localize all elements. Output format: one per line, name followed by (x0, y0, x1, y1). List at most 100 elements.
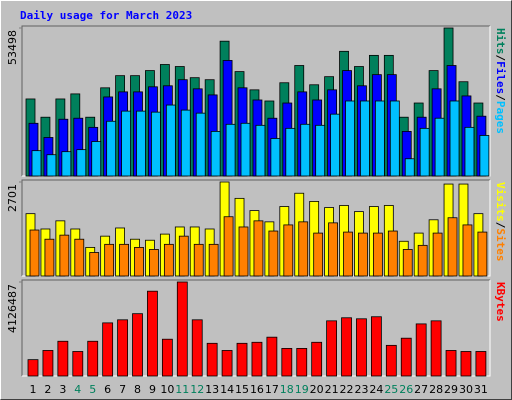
bar (165, 104, 176, 177)
bar (76, 149, 87, 177)
bar (87, 340, 99, 377)
bar (419, 127, 430, 177)
legend-entry: Files (494, 61, 507, 94)
x-tick-label: 24 (369, 383, 383, 396)
bar (330, 113, 341, 177)
bar (132, 313, 143, 377)
bar (27, 359, 39, 377)
bar (102, 322, 114, 377)
legend-separator: / (494, 222, 507, 229)
bar (121, 110, 131, 177)
bar (42, 350, 54, 377)
x-tick-label: 9 (149, 383, 156, 396)
x-tick-label: 11 (175, 383, 189, 396)
bar (326, 320, 338, 377)
bar (134, 246, 144, 277)
bar (313, 232, 324, 277)
bar (72, 351, 84, 377)
bar (477, 231, 488, 277)
bar (176, 281, 188, 377)
legend-separator: / (494, 94, 507, 101)
bar (193, 243, 204, 277)
bar (221, 350, 233, 377)
bar (136, 110, 146, 177)
x-tick-label: 19 (295, 383, 309, 396)
x-tick-label: 12 (190, 383, 204, 396)
x-tick-label: 18 (280, 383, 294, 396)
legend-entry: Visits (494, 182, 507, 222)
bar (57, 340, 69, 377)
bar (106, 120, 117, 177)
bar (117, 319, 128, 377)
bar (74, 238, 85, 277)
bar (255, 124, 266, 177)
bar (61, 151, 72, 177)
bar (296, 348, 308, 377)
legend: Visits/Sites (494, 182, 507, 262)
panel-edge-dark (21, 279, 490, 376)
bar (253, 220, 264, 277)
legend-separator: / (494, 55, 507, 62)
x-tick-label: 28 (429, 383, 443, 396)
x-tick-label: 6 (104, 383, 111, 396)
bar (163, 243, 174, 277)
bar (374, 100, 385, 177)
x-tick-label: 4 (74, 383, 81, 396)
bar (285, 127, 296, 177)
chart-title: Daily usage for March 2023 (20, 9, 192, 22)
bar (311, 341, 323, 377)
bar (191, 319, 203, 377)
bar (415, 323, 427, 377)
legend: Hits/Files/Pages (494, 28, 507, 134)
bar (268, 230, 279, 277)
bar (360, 100, 370, 177)
x-tick-label: 31 (474, 383, 488, 396)
bar (404, 158, 415, 177)
bar (29, 229, 40, 277)
bar (417, 244, 428, 277)
bar (449, 100, 460, 177)
bar (356, 318, 367, 377)
panel-edge-dark (21, 179, 490, 276)
x-tick-label: 5 (89, 383, 96, 396)
bar (445, 350, 457, 377)
bar (91, 141, 102, 177)
bar (372, 232, 383, 277)
bar (464, 126, 475, 177)
x-tick-label: 25 (384, 383, 398, 396)
x-tick-label: 1 (30, 383, 37, 396)
bar (208, 243, 219, 277)
bar (210, 130, 221, 177)
bar (400, 337, 412, 377)
legend-entry: Hits (494, 28, 507, 55)
x-tick-label: 29 (444, 383, 458, 396)
bar (434, 117, 445, 177)
bar (225, 123, 236, 177)
bar (462, 224, 473, 277)
panel-edge-dark (21, 25, 490, 176)
bar (281, 348, 293, 377)
x-tick-label: 30 (459, 383, 473, 396)
x-tick-label: 17 (265, 383, 279, 396)
bar (31, 150, 42, 177)
bar (46, 154, 57, 177)
bar (147, 290, 158, 377)
legend-entry: KBytes (494, 282, 507, 322)
x-tick-label: 14 (220, 383, 234, 396)
bar (161, 338, 173, 377)
bar (195, 112, 206, 177)
bar (151, 111, 161, 177)
bar (236, 342, 248, 377)
bar (180, 109, 191, 177)
bar (149, 249, 159, 277)
x-tick-label: 22 (340, 383, 354, 396)
bar (178, 235, 189, 277)
bar (315, 124, 326, 177)
bar (119, 243, 129, 277)
bar (402, 249, 413, 277)
bar (389, 100, 400, 177)
bar (343, 231, 353, 277)
x-tick-label: 21 (325, 383, 339, 396)
